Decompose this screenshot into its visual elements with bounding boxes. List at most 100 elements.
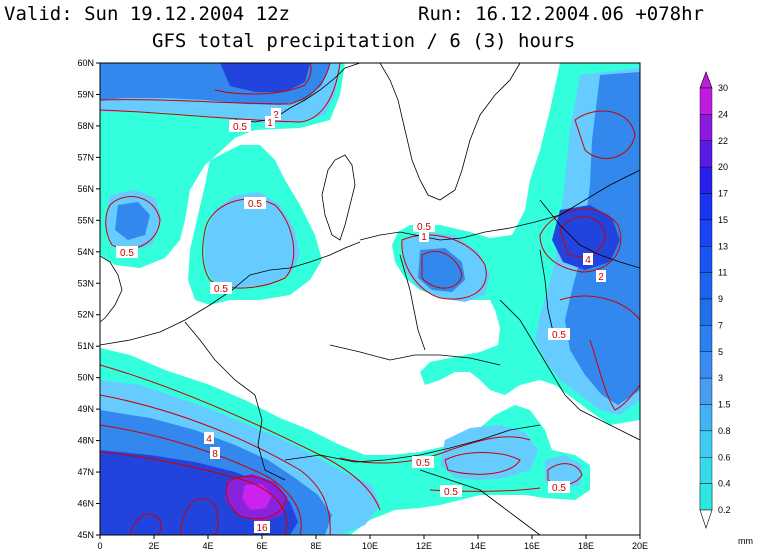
contour-label-bg: [412, 456, 434, 468]
contour-label: 0.5: [214, 284, 228, 295]
lat-label: 47N: [77, 467, 94, 477]
legend-unit: mm: [738, 536, 753, 546]
contour-label: 4: [585, 255, 591, 266]
contour-label: 0.5: [552, 330, 566, 341]
contour-line: [100, 63, 331, 105]
contour-label: 0.5: [120, 248, 134, 259]
legend-swatch: [699, 219, 713, 247]
lon-label: 4E: [202, 541, 213, 551]
lon-label: 18E: [578, 541, 594, 551]
legend-swatch: [699, 87, 713, 115]
precip-zone-lb2: [205, 192, 300, 288]
contour-label-bg: [419, 230, 429, 242]
legend-label: 3: [718, 373, 723, 383]
legend-bottom-arrow: [699, 509, 713, 529]
contour-label-bg: [254, 521, 270, 533]
coastline-baltic-south: [359, 169, 640, 241]
precip-zone-db2: [552, 205, 620, 270]
coastline-adriatic: [419, 469, 541, 535]
contour-label: 0.5: [248, 199, 262, 210]
legend-label: 0.4: [718, 479, 731, 489]
contour-label-bg: [440, 485, 462, 497]
coastline-sweden: [379, 63, 521, 201]
valid-time: Valid: Sun 19.12.2004 12z: [4, 3, 290, 25]
legend-label: 11: [718, 268, 727, 278]
legend-label: 20: [718, 162, 728, 172]
border-east: [499, 299, 640, 441]
contour-label-bg: [583, 253, 593, 265]
contour-line: [539, 208, 622, 273]
lat-label: 52N: [77, 310, 94, 320]
lon-label: 2E: [148, 541, 159, 551]
precip-zone-magenta: [242, 484, 272, 510]
contour-label: 0.5: [233, 122, 247, 133]
legend-label: 30: [718, 83, 728, 93]
border-baltics: [539, 199, 640, 269]
contour-label-bg: [210, 282, 232, 294]
legend-swatch: [699, 325, 713, 352]
contour-label: 1: [267, 118, 273, 129]
color-legend: 30 24 22 20 17 15 13 11 9 7 5 3 1.5 0.8 0.6 0.4 0.2 mm: [699, 71, 753, 546]
contour-label-bg: [229, 120, 251, 132]
contour-line: [179, 497, 219, 535]
contour-line: [100, 424, 302, 535]
legend-label: 17: [718, 189, 728, 199]
legend-swatch: [699, 298, 713, 326]
lat-label: 57N: [77, 152, 94, 162]
contour-label: 2: [273, 110, 279, 121]
longitude-axis: 0 2E 4E 6E 8E 10E 12E 14E 16E 18E 20E: [97, 535, 648, 551]
coastline-norway: [234, 63, 361, 123]
run-time: Run: 16.12.2004.06 +078hr: [418, 3, 704, 25]
legend-label: 0.8: [718, 426, 731, 436]
contour-line: [225, 475, 287, 520]
legend-swatch: [699, 272, 713, 300]
contour-line: [105, 196, 161, 250]
legend-swatch: [699, 430, 713, 458]
contour-label: 1: [421, 232, 427, 243]
legend-swatch: [699, 404, 713, 432]
lat-label: 49N: [77, 404, 94, 414]
contour-label: 0.5: [444, 487, 458, 498]
legend-label: 15: [718, 215, 728, 225]
legend-swatch: [699, 140, 713, 168]
contour-label: 4: [206, 434, 212, 445]
contour-label-bg: [596, 270, 606, 282]
legend-label: 0.6: [718, 452, 731, 462]
contour-label: 2: [598, 272, 604, 283]
latitude-axis: 60N 59N 58N 57N 56N 55N 54N 53N 52N 51N 50N 49N 48N 4…: [77, 58, 100, 540]
contour-line: [421, 251, 463, 289]
lat-label: 54N: [77, 247, 94, 257]
lon-label: 16E: [524, 541, 540, 551]
legend-swatch: [699, 457, 713, 484]
contour-label: 0.5: [416, 458, 430, 469]
legend-label: 5: [718, 347, 723, 357]
contour-line: [444, 452, 521, 475]
contour-label-bg: [271, 108, 281, 120]
precip-zone-db1: [220, 63, 310, 92]
contour-line: [129, 513, 162, 535]
border-germany-poland: [399, 254, 426, 351]
contour-line: [574, 110, 636, 159]
lat-label: 55N: [77, 215, 94, 225]
contour-line: [100, 63, 341, 123]
lat-label: 48N: [77, 436, 94, 446]
contour-label: 8: [212, 449, 218, 460]
precip-field: [100, 63, 640, 535]
legend-swatch: [699, 166, 713, 194]
coastline-uk: [100, 255, 123, 323]
legend-label: 7: [718, 320, 723, 330]
lon-label: 6E: [256, 541, 267, 551]
legend-swatch: [699, 246, 713, 273]
legend-swatch: [699, 377, 713, 405]
lat-label: 53N: [77, 278, 94, 288]
legend-label: 0.2: [718, 505, 731, 515]
contour-line: [559, 216, 606, 258]
border-france-germany: [184, 321, 286, 481]
lon-label: 0: [97, 541, 102, 551]
contour-line: [339, 436, 531, 464]
lat-label: 45N: [77, 530, 94, 540]
lon-label: 20E: [632, 541, 648, 551]
lon-label: 10E: [362, 541, 378, 551]
border-germany-czech: [329, 344, 501, 366]
contour-label-bg: [116, 246, 138, 258]
